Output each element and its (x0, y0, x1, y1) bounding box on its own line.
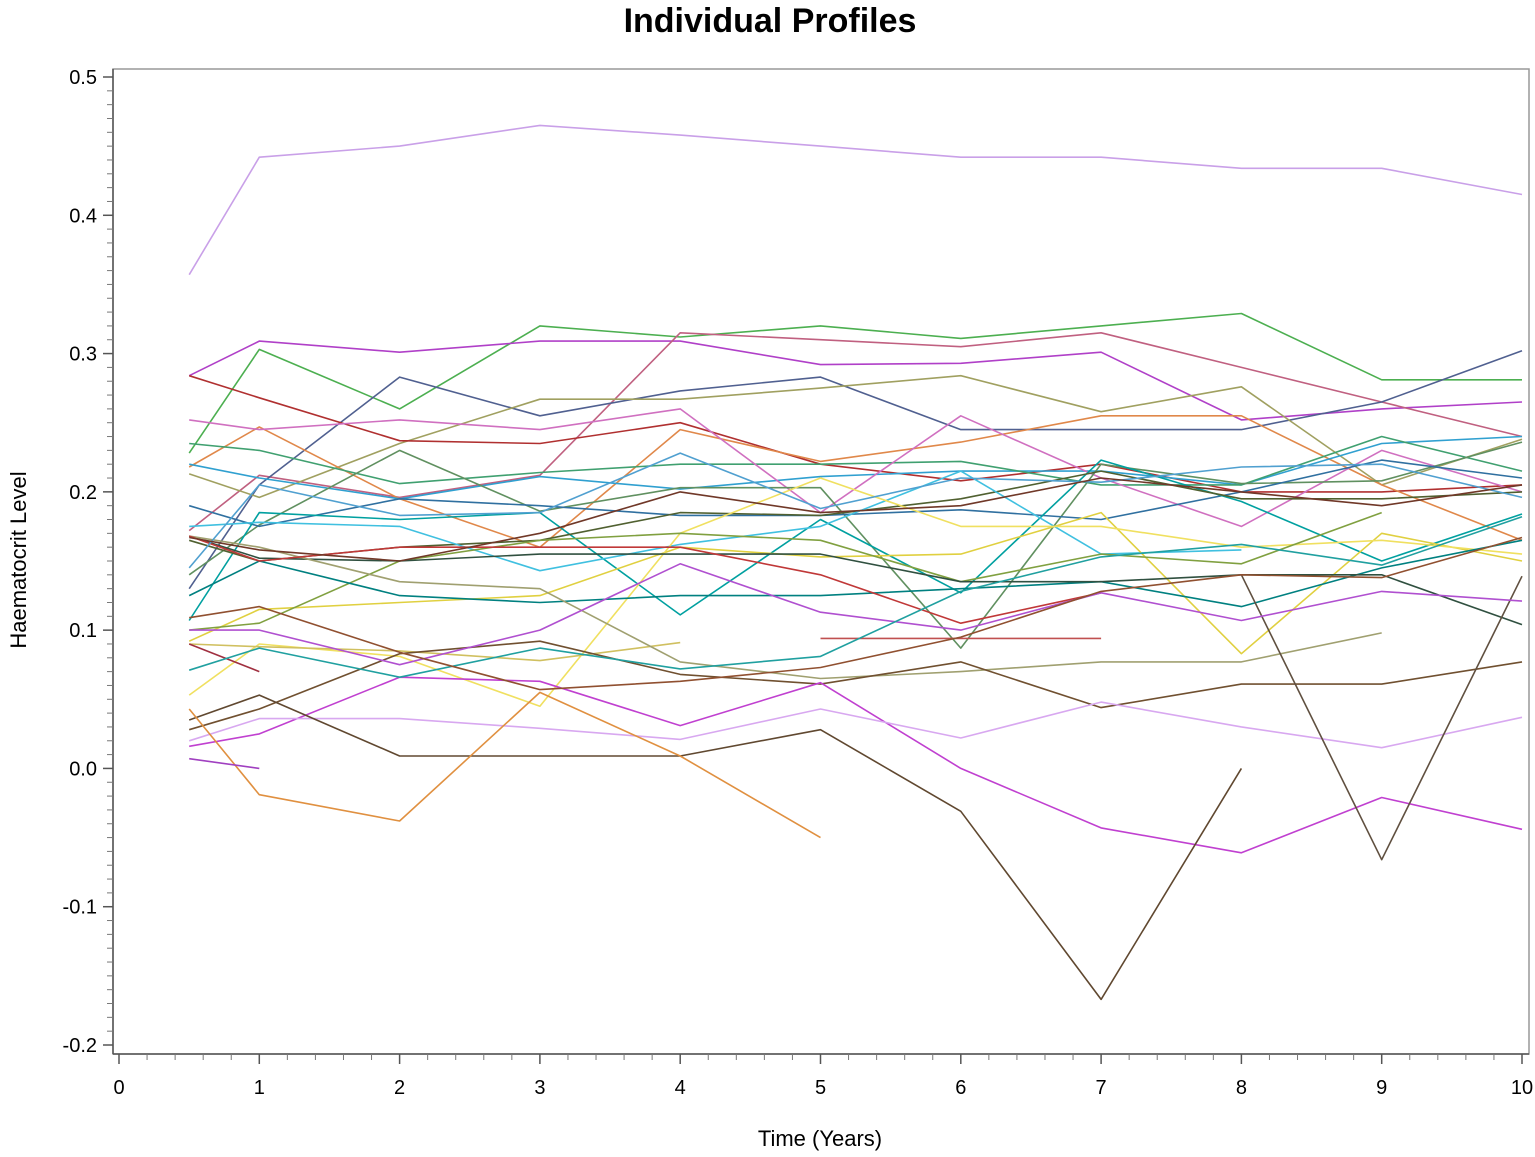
x-tick-label: 8 (1236, 1077, 1247, 1099)
profile-line-28 (1240, 574, 1523, 861)
profile-line-23 (189, 535, 1382, 680)
y-axis-label: Haematocrit Level (6, 471, 31, 648)
x-tick-label: 6 (955, 1077, 966, 1099)
y-tick-label: -0.2 (63, 1035, 97, 1057)
y-axis: 0.5 0.4 0.3 0.2 0.1 0.0 -0.1 -0.2 (63, 67, 114, 1057)
y-tick-label: 0.1 (69, 620, 97, 642)
profile-line-25 (189, 676, 1523, 854)
profile-line-26 (188, 701, 1523, 749)
profile-line-12 (188, 441, 1523, 649)
y-tick-label: 0.4 (69, 205, 97, 227)
x-tick-label: 4 (675, 1077, 686, 1099)
profile-line-14 (188, 459, 1523, 621)
x-tick-label: 7 (1096, 1077, 1107, 1099)
y-tick-label: -0.1 (63, 897, 97, 919)
x-tick-label: 1 (254, 1077, 265, 1099)
chart-title: Individual Profiles (624, 2, 917, 40)
x-tick-label: 0 (113, 1077, 124, 1099)
profile-line-1 (188, 124, 1523, 276)
y-tick-label: 0.2 (69, 482, 97, 504)
x-tick-label: 9 (1376, 1077, 1387, 1099)
profile-line-24 (188, 640, 1523, 731)
profile-line-27 (188, 694, 1243, 1001)
x-tick-label: 3 (534, 1077, 545, 1099)
profile-line-33 (188, 535, 1102, 625)
profile-line-2 (188, 312, 1522, 454)
x-tick-label: 5 (815, 1077, 826, 1099)
profile-line-20 (188, 539, 1523, 608)
x-tick-label: 10 (1511, 1077, 1533, 1099)
profile-line-19 (189, 511, 1382, 631)
profile-line-34 (189, 562, 1523, 666)
x-tick-label: 2 (394, 1077, 405, 1099)
x-axis-label: Time (Years) (758, 1126, 882, 1151)
profile-line-29 (188, 691, 821, 839)
x-axis: 0 1 2 3 4 5 6 7 8 9 10 (113, 1053, 1533, 1099)
profile-line-3 (188, 340, 1523, 421)
profile-line-37 (188, 452, 1523, 569)
profile-line-35 (188, 515, 1523, 679)
profile-line-18 (188, 477, 1523, 708)
y-tick-label: 0.3 (69, 344, 97, 366)
profile-line-10 (189, 435, 1523, 486)
profile-line-36 (189, 536, 1523, 691)
plot-frame (112, 68, 1530, 1055)
profile-line-38 (189, 477, 1523, 562)
profile-line-4 (188, 331, 1523, 532)
y-tick-label: 0.0 (69, 758, 97, 780)
profile-line-9 (189, 435, 1523, 500)
profile-line-21 (188, 535, 1523, 626)
series-lines (188, 124, 1523, 1001)
profile-line-17 (188, 511, 1523, 655)
y-tick-label: 0.5 (69, 67, 97, 89)
profile-line-31 (188, 643, 260, 673)
profile-line-30 (189, 757, 260, 770)
profile-line-6 (188, 374, 1523, 499)
